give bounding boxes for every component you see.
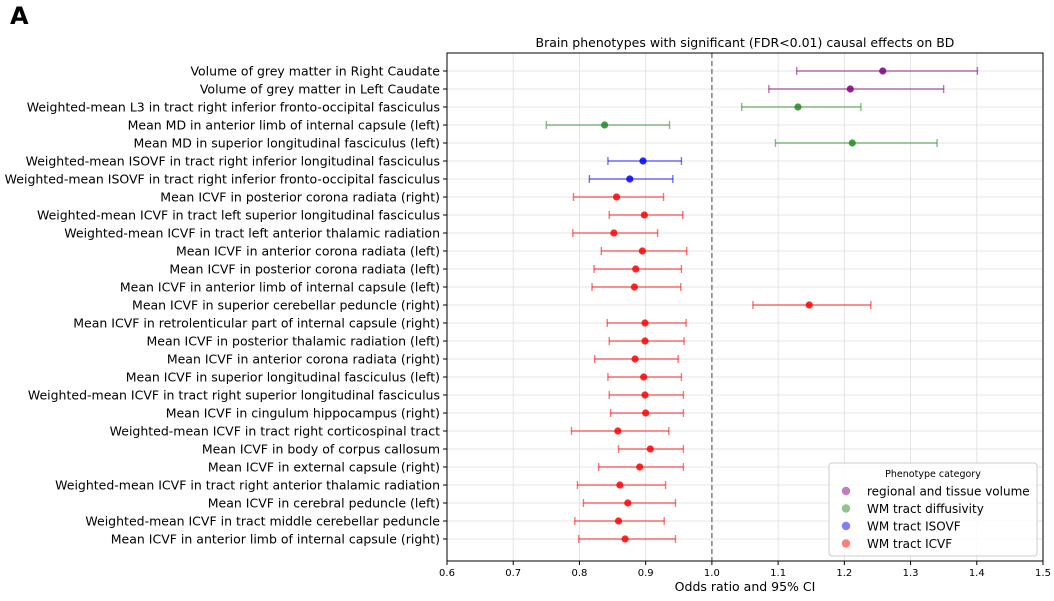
point-estimate	[794, 103, 802, 111]
row-label: Weighted-mean ISOVF in tract right infer…	[26, 154, 440, 169]
row-label: Mean MD in superior longitudinal fascicu…	[133, 136, 440, 151]
x-tick-label: 0.9	[638, 568, 654, 579]
plot-frame	[446, 52, 1044, 562]
point-estimate	[601, 121, 609, 129]
legend-entry-label: WM tract diffusivity	[867, 502, 984, 516]
row-label: Mean ICVF in anterior corona radiata (le…	[176, 244, 440, 259]
legend-entry-label: WM tract ICVF	[867, 537, 952, 551]
row-label: Weighted-mean ICVF in tract right superi…	[28, 388, 440, 403]
legend: Phenotype category regional and tissue v…	[828, 462, 1038, 557]
point-estimate	[639, 157, 647, 165]
row-label: Mean ICVF in cingulum hippocampus (right…	[166, 406, 440, 421]
row-label: Mean ICVF in retrolenticular part of int…	[73, 316, 440, 331]
panel-letter: A	[10, 2, 29, 30]
x-tick-label: 0.6	[439, 568, 455, 579]
x-tick-label: 1.4	[969, 568, 985, 579]
row-label: Mean ICVF in anterior limb of internal c…	[120, 280, 440, 295]
row-label: Mean ICVF in posterior corona radiata (l…	[169, 262, 440, 277]
x-tick-label: 1.3	[903, 568, 919, 579]
chart-title: Brain phenotypes with significant (FDR<0…	[536, 35, 955, 50]
point-estimate	[848, 139, 856, 147]
row-label: Weighted-mean ICVF in tract middle cereb…	[85, 514, 440, 529]
row-label: Mean ICVF in body of corpus callosum	[202, 442, 440, 457]
row-label: Mean ICVF in anterior limb of internal c…	[111, 532, 440, 547]
legend-entry-label: WM tract ISOVF	[867, 520, 961, 534]
row-label: Volume of grey matter in Left Caudate	[200, 82, 440, 97]
point-estimate	[614, 427, 622, 435]
legend-box	[828, 462, 1038, 557]
row-label: Volume of grey matter in Right Caudate	[190, 64, 440, 79]
point-estimate	[638, 247, 646, 255]
row-label: Weighted-mean ICVF in tract right cortic…	[110, 424, 440, 439]
row-label: Mean MD in anterior limb of internal cap…	[128, 118, 440, 133]
legend-marker	[841, 521, 851, 531]
point-estimate	[636, 463, 644, 471]
x-tick-label: 0.8	[571, 568, 587, 579]
row-label: Weighted-mean ICVF in tract left anterio…	[64, 226, 440, 241]
x-tick-label: 1.2	[836, 568, 852, 579]
point-estimate	[621, 535, 629, 543]
y-label-layer: Volume of grey matter in Right Caudate Vo…	[5, 64, 447, 547]
legend-entry-label: regional and tissue volume	[867, 485, 1030, 499]
point-layer	[601, 67, 887, 543]
point-estimate	[640, 211, 648, 219]
row-label: Weighted-mean L3 in tract right inferior…	[27, 100, 440, 115]
point-estimate	[630, 283, 639, 291]
point-estimate	[624, 499, 632, 507]
point-estimate	[626, 175, 634, 183]
x-tick-label: 0.7	[505, 568, 521, 579]
point-estimate	[642, 409, 650, 417]
row-label: Mean ICVF in superior cerebellar peduncl…	[132, 298, 440, 313]
row-label: Weighted-mean ICVF in tract right anteri…	[55, 478, 440, 493]
point-estimate	[805, 301, 813, 309]
point-estimate	[616, 481, 624, 489]
point-estimate	[631, 355, 639, 363]
x-tick-layer: 0.6 0.7 0.8 0.9 1.0 1.1 1.2 1.3 1.4 1.5	[439, 561, 1051, 579]
row-label: Mean ICVF in posterior thalamic radiatio…	[147, 334, 440, 349]
point-estimate	[646, 445, 654, 453]
point-estimate	[879, 67, 887, 75]
point-estimate	[632, 265, 640, 273]
point-estimate	[641, 319, 649, 327]
point-estimate	[641, 337, 649, 345]
x-axis-label: Odds ratio and 95% CI	[675, 579, 816, 594]
x-tick-label: 1.1	[770, 568, 786, 579]
row-label: Mean ICVF in posterior corona radiata (r…	[160, 190, 440, 205]
row-label: Mean ICVF in anterior corona radiata (ri…	[167, 352, 440, 367]
row-label: Mean ICVF in external capsule (right)	[208, 460, 440, 475]
legend-entries: regional and tissue volume WM tract diffu…	[841, 485, 1030, 551]
legend-title: Phenotype category	[885, 469, 981, 480]
point-estimate	[641, 391, 649, 399]
point-estimate	[640, 373, 648, 381]
point-estimate	[614, 517, 623, 525]
row-label: Weighted-mean ISOVF in tract right infer…	[5, 172, 440, 187]
row-label: Mean ICVF in cerebral peduncle (left)	[208, 496, 440, 511]
point-estimate	[612, 193, 621, 201]
legend-marker	[841, 486, 851, 496]
x-tick-label: 1.0	[704, 568, 720, 579]
legend-marker	[841, 504, 851, 513]
x-tick-label: 1.5	[1035, 568, 1051, 579]
row-label: Mean ICVF in superior longitudinal fasci…	[126, 370, 440, 385]
point-estimate	[846, 85, 854, 93]
row-label: Weighted-mean ICVF in tract left superio…	[37, 208, 440, 223]
point-estimate	[610, 229, 618, 237]
legend-marker	[841, 539, 851, 548]
